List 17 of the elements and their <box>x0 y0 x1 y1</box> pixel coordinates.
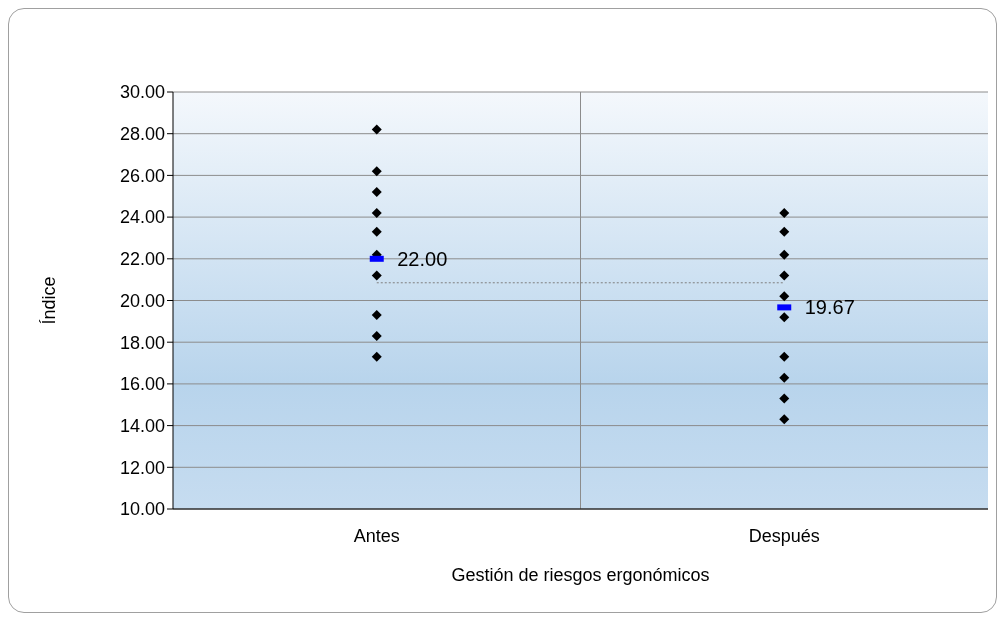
y-tick-label: 10.00 <box>119 499 165 520</box>
y-tick-label: 12.00 <box>119 457 165 478</box>
data-label: 19.67 <box>804 296 855 319</box>
y-tick-label: 16.00 <box>119 374 165 395</box>
x-axis-title: Gestión de riesgos ergonómicos <box>451 565 710 585</box>
y-axis-title: Índice <box>39 276 60 325</box>
y-tick-label: 30.00 <box>119 82 165 103</box>
y-tick-label: 28.00 <box>119 124 165 145</box>
y-tick-label: 24.00 <box>119 207 165 228</box>
y-tick-label: 26.00 <box>119 165 165 186</box>
x-tick-label: Después <box>748 525 820 546</box>
y-tick-label: 14.00 <box>119 415 165 436</box>
data-label: 22.00 <box>397 247 448 270</box>
y-tick-label: 18.00 <box>119 332 165 353</box>
y-tick-label: 20.00 <box>119 290 165 311</box>
x-tick-label: Antes <box>353 525 400 546</box>
y-tick-label: 22.00 <box>119 249 165 270</box>
